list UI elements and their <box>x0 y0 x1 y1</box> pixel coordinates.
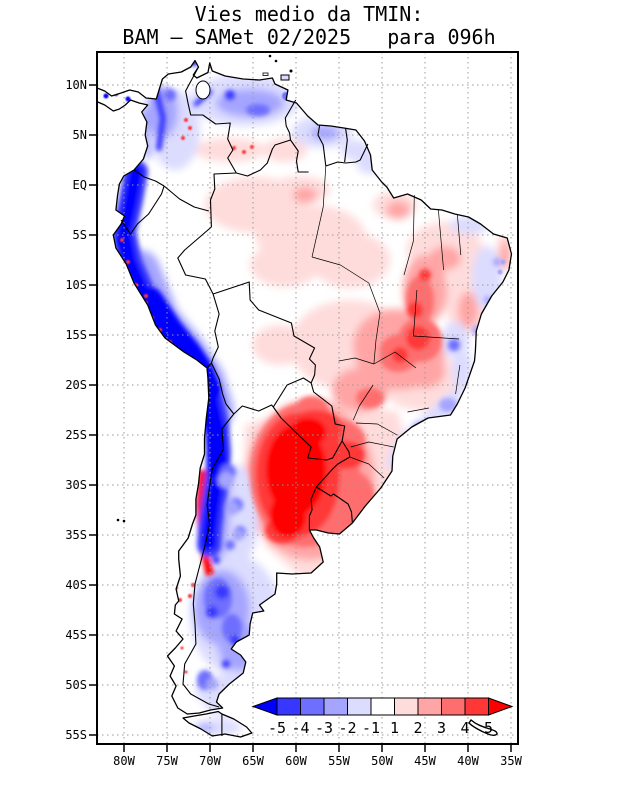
colorbar-box <box>464 697 489 716</box>
island-south-georgia <box>468 718 498 736</box>
colorbar-label: -4 <box>291 719 309 737</box>
colorbar-box <box>323 697 348 716</box>
colorbar-box <box>417 697 442 716</box>
lat-label: 10N <box>65 78 87 92</box>
colorbar-label: 1 <box>390 719 399 737</box>
colorbar: -5 -4 -3 -2 -1 1 2 3 4 5 <box>251 697 514 737</box>
lat-label: 5S <box>73 228 87 242</box>
lat-label: 55S <box>65 728 87 742</box>
colorbar-label: -3 <box>315 719 333 737</box>
bias-field <box>103 60 512 735</box>
colorbar-arrow-high <box>488 697 514 716</box>
lon-label: 70W <box>199 754 221 768</box>
colorbar-box <box>276 697 301 716</box>
colorbar-label: -2 <box>338 719 356 737</box>
lon-label: 65W <box>242 754 264 768</box>
island-trinidad <box>280 74 290 81</box>
lat-label: EQ <box>73 178 87 192</box>
lat-label: 30S <box>65 478 87 492</box>
colorbar-box <box>347 697 372 716</box>
colorbar-label: 2 <box>413 719 422 737</box>
colorbar-label: 4 <box>460 719 469 737</box>
lon-label: 45W <box>414 754 436 768</box>
colorbar-box <box>370 697 395 716</box>
lat-label: 5N <box>73 128 87 142</box>
lon-label: 50W <box>371 754 393 768</box>
colorbar-label: -1 <box>362 719 380 737</box>
lat-label: 20S <box>65 378 87 392</box>
lat-label: 50S <box>65 678 87 692</box>
lon-label: 60W <box>285 754 307 768</box>
coastline <box>96 54 513 738</box>
colorbar-box <box>441 697 466 716</box>
island-juan-fernandez-2 <box>122 519 126 523</box>
island-margarita <box>262 72 269 76</box>
longitude-axis: 80W 75W 70W 65W 60W 55W 50W 45W 40W 35W <box>113 754 522 768</box>
lat-label: 15S <box>65 328 87 342</box>
colorbar-label: 5 <box>484 719 493 737</box>
lat-label: 40S <box>65 578 87 592</box>
colorbar-label: -5 <box>268 719 286 737</box>
lon-label: 75W <box>156 754 178 768</box>
colorbar-box <box>394 697 419 716</box>
lat-label: 35S <box>65 528 87 542</box>
lon-label: 40W <box>457 754 479 768</box>
colorbar-box <box>300 697 325 716</box>
map-frame <box>96 51 519 745</box>
island-juan-fernandez-1 <box>116 518 120 522</box>
lat-label: 25S <box>65 428 87 442</box>
island-antilles-1 <box>268 54 272 58</box>
colorbar-label: 3 <box>437 719 446 737</box>
axis-ticks <box>89 84 512 752</box>
lon-label: 80W <box>113 754 135 768</box>
country-borders <box>120 66 369 736</box>
lon-label: 55W <box>328 754 350 768</box>
plot-title-line2: BAM – SAMet 02/2025 para 096h <box>122 25 496 49</box>
latitude-axis: 10N 5N EQ 5S 10S 15S 20S 25S 30S 35S 40S… <box>65 78 87 742</box>
graticule <box>97 52 518 744</box>
state-borders <box>311 165 462 479</box>
lat-label: 10S <box>65 278 87 292</box>
plot-title-line1: Vies medio da TMIN: <box>194 2 424 26</box>
lake-maracaibo <box>195 80 211 100</box>
island-tobago <box>289 69 293 73</box>
lat-label: 45S <box>65 628 87 642</box>
lon-label: 35W <box>500 754 522 768</box>
island-antilles-2 <box>274 59 278 63</box>
